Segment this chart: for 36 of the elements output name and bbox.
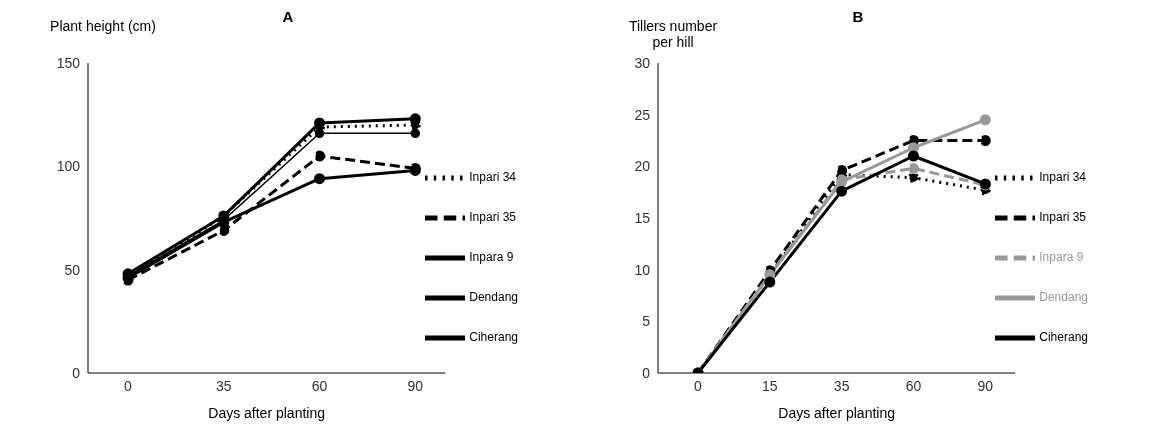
chart-title: A <box>282 8 294 25</box>
x-tick-label: 0 <box>694 377 703 394</box>
x-axis-title: Days after planting <box>778 405 896 421</box>
legend-label: Ciherang <box>1039 330 1088 345</box>
y-tick-label: 10 <box>634 261 651 278</box>
legend-label: Ciherang <box>469 330 518 345</box>
y-tick-label: 25 <box>634 106 651 123</box>
y-tick-label: 150 <box>56 54 81 71</box>
y-tick-label: 5 <box>642 313 651 330</box>
y-tick-label: 15 <box>634 209 651 226</box>
x-tick-label: 90 <box>407 377 424 394</box>
x-tick-label: 60 <box>311 377 328 394</box>
legend-label: Inpari 34 <box>469 170 516 185</box>
x-tick-label: 60 <box>905 377 922 394</box>
x-tick-label: 0 <box>124 377 133 394</box>
y-tick-label: 0 <box>72 364 81 381</box>
x-tick-label: 35 <box>833 377 850 394</box>
legend-label: Inpari 35 <box>1039 210 1086 225</box>
x-tick-label: 15 <box>762 377 778 394</box>
y-tick-label: 30 <box>634 54 651 71</box>
y-tick-label: 100 <box>56 158 81 175</box>
legend-label: Inpara 9 <box>1039 250 1084 265</box>
legend-label: Inpari 35 <box>469 210 516 225</box>
x-axis-title: Days after planting <box>208 405 326 421</box>
legend-label: Dendang <box>469 290 518 305</box>
y-axis-title: Plant height (cm) <box>49 18 157 34</box>
legend-label: Inpari 34 <box>1039 170 1086 185</box>
y-tick-label: 50 <box>64 261 81 278</box>
x-tick-label: 35 <box>215 377 232 394</box>
y-tick-label: 0 <box>642 364 651 381</box>
chart-title: B <box>852 8 864 25</box>
y-axis-title: Tillers number per hill <box>627 18 719 50</box>
x-tick-label: 90 <box>977 377 994 394</box>
legend-label: Dendang <box>1039 290 1088 305</box>
y-tick-label: 20 <box>634 158 651 175</box>
legend-label: Inpara 9 <box>469 250 514 265</box>
